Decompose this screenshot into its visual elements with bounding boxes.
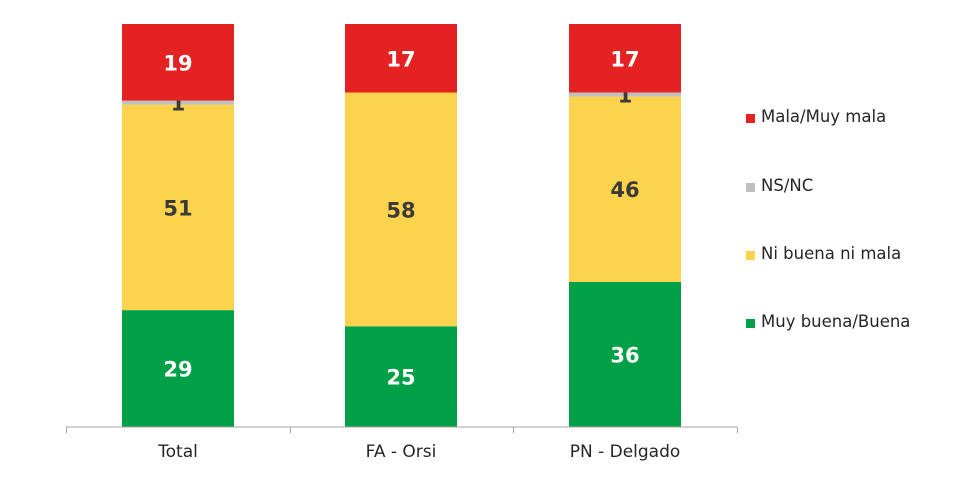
legend-item-ns-nc: NS/NC xyxy=(746,174,911,197)
legend-swatch-muy-buena-buena xyxy=(746,319,755,328)
bar-segment-fa-orsi-muy-buena-buena xyxy=(345,326,457,427)
data-label-pn-delgado-ni-buena-ni-mala: 46 xyxy=(610,178,639,202)
data-label-pn-delgado-mala-muy-mala: 17 xyxy=(610,47,639,71)
data-label-fa-orsi-muy-buena-buena: 25 xyxy=(386,366,415,390)
bar-segment-pn-delgado-ni-buena-ni-mala xyxy=(569,96,681,282)
data-label-fa-orsi-mala-muy-mala: 17 xyxy=(386,47,415,71)
data-label-pn-delgado-muy-buena-buena: 36 xyxy=(610,343,639,367)
legend-swatch-ns-nc xyxy=(746,183,755,192)
data-label-total-muy-buena-buena: 29 xyxy=(163,358,192,382)
bar-segment-total-mala-muy-mala xyxy=(122,24,234,101)
bar-segment-total-muy-buena-buena xyxy=(122,310,234,427)
bar-segment-total-ni-buena-ni-mala xyxy=(122,104,234,311)
bar-segment-pn-delgado-muy-buena-buena xyxy=(569,281,681,427)
legend-swatch-ni-buena-ni-mala xyxy=(746,251,755,260)
data-label-fa-orsi-ni-buena-ni-mala: 58 xyxy=(386,198,415,222)
bar-segment-pn-delgado-mala-muy-mala xyxy=(569,24,681,93)
legend-swatch-mala-muy-mala xyxy=(746,114,755,123)
bar-segment-fa-orsi-mala-muy-mala xyxy=(345,24,457,93)
legend-label-ns-nc: NS/NC xyxy=(761,176,814,195)
bar-segment-fa-orsi-ni-buena-ni-mala xyxy=(345,92,457,327)
category-label-pn-delgado: PN - Delgado xyxy=(570,442,681,462)
legend-item-muy-buena-buena: Muy buena/Buena xyxy=(746,310,911,333)
legend-label-mala-muy-mala: Mala/Muy mala xyxy=(761,107,887,126)
legend-item-mala-muy-mala: Mala/Muy mala xyxy=(746,105,911,128)
category-label-fa-orsi: FA - Orsi xyxy=(366,442,437,462)
category-label-total: Total xyxy=(157,442,198,462)
legend-label-ni-buena-ni-mala: Ni buena ni mala xyxy=(761,244,902,263)
bar-segment-total-ns-nc xyxy=(122,100,234,105)
legend-item-ni-buena-ni-mala: Ni buena ni mala xyxy=(746,242,911,265)
legend-label-muy-buena-buena: Muy buena/Buena xyxy=(761,312,911,331)
bar-segment-pn-delgado-ns-nc xyxy=(569,92,681,97)
data-label-total-mala-muy-mala: 19 xyxy=(163,51,192,75)
data-label-total-ni-buena-ni-mala: 51 xyxy=(163,196,192,220)
